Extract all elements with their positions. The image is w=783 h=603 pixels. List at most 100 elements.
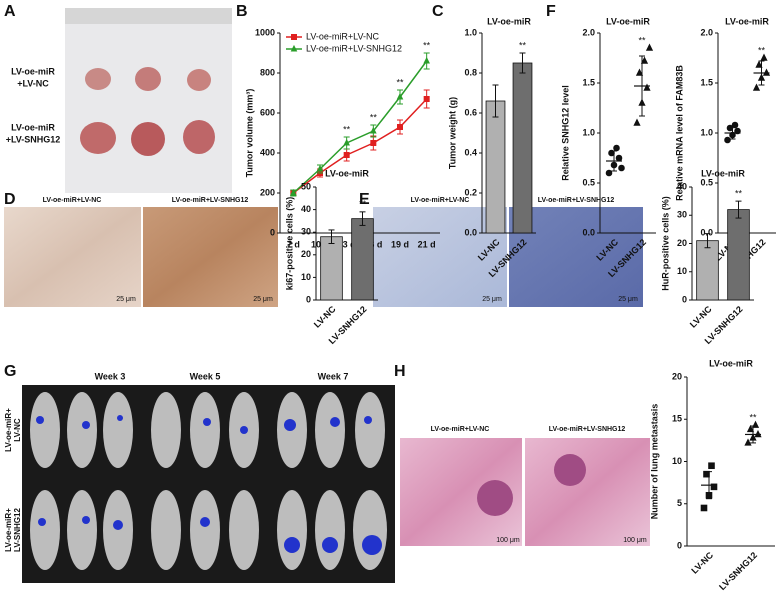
y-tick-label: 15 [672, 414, 682, 424]
point [762, 68, 771, 76]
y-tick-label: 20 [301, 249, 311, 259]
legend-label: LV-oe-miR+LV-NC [306, 31, 379, 41]
point [605, 169, 613, 177]
tumor-photo [65, 8, 232, 193]
point [726, 124, 734, 132]
point [746, 424, 755, 433]
image-label: LV-oe-miR+LV-SNHG12 [538, 197, 615, 204]
micrograph [143, 207, 278, 307]
bar [320, 236, 343, 301]
y-tick-label: 0 [677, 540, 682, 550]
x-tick-label: 7 d [287, 239, 300, 249]
point [635, 68, 644, 76]
y-tick-label: 800 [260, 67, 275, 77]
point [645, 43, 654, 51]
x-tick-label: LV-NC [688, 304, 714, 330]
y-tick-label: 0.2 [464, 187, 477, 197]
panel-letter: D [4, 191, 16, 208]
row-label: LV-oe-miR+ [4, 508, 13, 552]
y-tick-label: 5 [677, 498, 682, 508]
image-label: LV-oe-miR+LV-SNHG12 [549, 426, 626, 433]
y-tick-label: 20 [677, 238, 687, 248]
panel-letter: F [546, 3, 556, 20]
point [703, 470, 710, 478]
y-tick-label: 0.0 [700, 227, 713, 237]
row-label: +LV-SNHG12 [6, 134, 61, 144]
point [633, 118, 641, 126]
y-tick-label: 10 [301, 272, 311, 282]
point [705, 492, 713, 499]
row-label: LV-oe-miR [11, 66, 55, 76]
scale-bar: 100 μm [623, 537, 647, 544]
y-tick-label: 0.0 [464, 227, 477, 237]
bar [696, 240, 719, 301]
point [316, 164, 324, 172]
point [731, 121, 739, 129]
x-tick-label: LV-NC [312, 304, 338, 330]
y-axis-label: ki67-positive cells (%) [284, 197, 294, 291]
scale-bar: 25 μm [618, 296, 638, 303]
point [290, 44, 298, 52]
point [370, 126, 377, 134]
y-tick-label: 10 [672, 456, 682, 466]
significance: ** [423, 40, 431, 50]
point [760, 53, 768, 61]
image-label: LV-oe-miR+LV-NC [43, 197, 102, 204]
y-axis-label: HuR-positive cells (%) [660, 196, 670, 291]
scale-bar: 25 μm [482, 296, 502, 303]
signals [36, 415, 382, 555]
x-tick-label: 19 d [391, 239, 409, 249]
y-axis-label: Relative mRNA level of FAM83B [674, 65, 684, 201]
significance: ** [735, 189, 743, 199]
panel-letter: C [432, 3, 444, 20]
point [613, 144, 620, 152]
point [757, 73, 766, 81]
y-tick-label: 30 [677, 210, 687, 220]
y-tick-label: 0 [682, 294, 687, 304]
significance: ** [638, 35, 646, 45]
panel-letter: H [394, 363, 406, 380]
point [396, 92, 404, 100]
row-label: +LV-NC [17, 78, 49, 88]
significance: ** [749, 413, 757, 423]
week-label: Week 7 [318, 371, 349, 381]
point [615, 154, 623, 162]
micrograph [373, 207, 507, 307]
legend-label: LV-oe-miR+LV-SNHG12 [306, 43, 402, 53]
point [755, 60, 763, 68]
bar [512, 62, 533, 234]
y-tick-label: 50 [301, 181, 311, 191]
y-tick-label: 2.0 [700, 27, 713, 37]
y-tick-label: 200 [260, 187, 275, 197]
point [608, 149, 615, 157]
y-tick-label: 40 [677, 181, 687, 191]
significance: ** [758, 45, 766, 55]
point [638, 98, 646, 106]
week-label: Week 3 [95, 371, 126, 381]
bar [727, 209, 750, 301]
y-tick-label: 10 [677, 266, 687, 276]
point [618, 164, 625, 172]
x-tick-label: 13 d [338, 239, 356, 249]
y-axis-label: Relative SNHG12 level [560, 85, 570, 181]
point [423, 96, 430, 102]
scale-bar: 100 μm [496, 537, 520, 544]
line [292, 60, 428, 194]
point [751, 420, 760, 428]
y-tick-label: 1.5 [582, 77, 595, 87]
y-tick-label: 20 [672, 371, 682, 381]
significance: ** [519, 40, 527, 50]
chart-title: LV-oe-miR [701, 168, 745, 178]
row-label: LV-oe-miR [11, 122, 55, 132]
significance: ** [359, 199, 367, 209]
panel-letter: A [4, 3, 16, 20]
point [643, 83, 651, 91]
panel-letter: E [359, 191, 370, 208]
point [752, 83, 761, 91]
point [291, 34, 297, 40]
micrograph [4, 207, 141, 307]
y-tick-label: 0 [306, 294, 311, 304]
point [640, 56, 649, 64]
y-axis-label: Tumor volume (mm³) [244, 89, 254, 178]
